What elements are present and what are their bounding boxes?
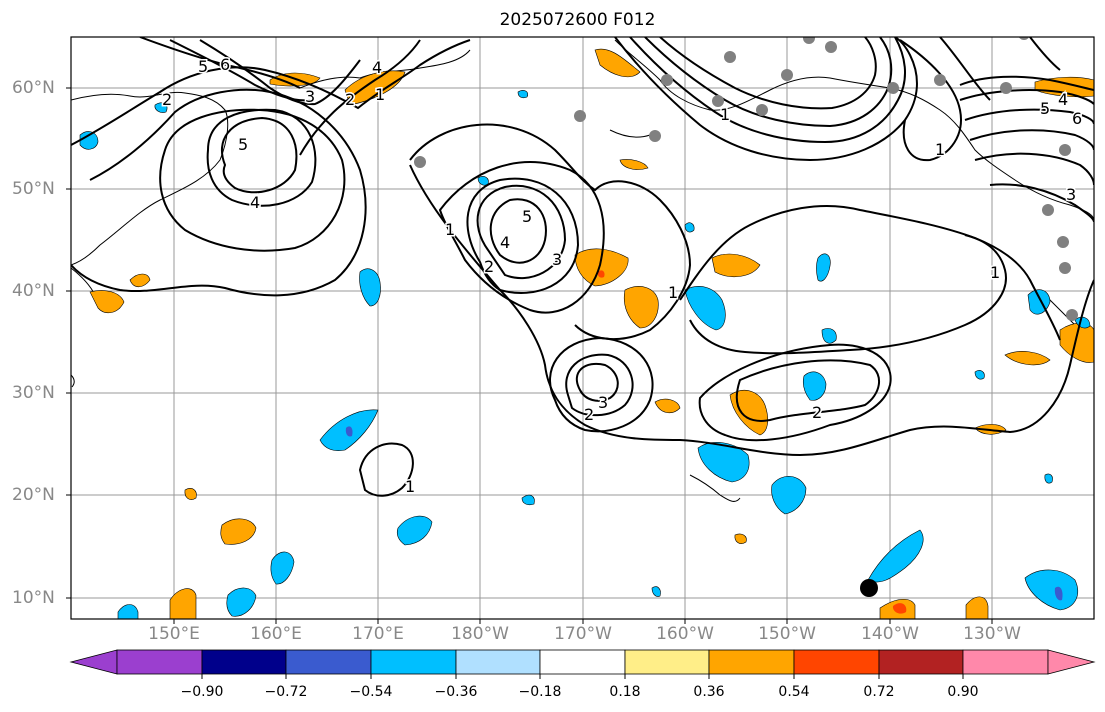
strong-negative-fills — [345, 426, 1063, 601]
lon-label: 130°W — [963, 624, 1021, 644]
lon-label: 180°W — [451, 624, 509, 644]
lat-label: 30°N — [12, 383, 55, 403]
contour-label: 1 — [990, 263, 1000, 282]
contour-label: 1 — [405, 477, 415, 496]
colorbar-label: 0.72 — [863, 684, 895, 700]
contour-label: 3 — [305, 87, 315, 106]
station-dots — [414, 37, 1078, 321]
storm-marker — [860, 579, 878, 597]
lat-label: 10°N — [12, 588, 55, 608]
contour-label: 1 — [445, 220, 455, 239]
lon-label: 150°E — [148, 624, 200, 644]
negative-anomaly-fills — [79, 90, 1091, 619]
colorbar-ticks — [201, 674, 964, 679]
lon-label: 150°W — [758, 624, 816, 644]
contour-label: 5 — [1040, 99, 1050, 118]
colorbar-label: −0.90 — [180, 684, 224, 700]
contour-label: 1 — [668, 283, 678, 302]
contour-label: 6 — [1072, 109, 1082, 128]
lat-label: 40°N — [12, 281, 55, 301]
contour-label: 2 — [584, 405, 594, 424]
lat-label: 60°N — [12, 78, 55, 98]
lon-label: 170°W — [554, 624, 612, 644]
contour-label: 2 — [812, 403, 822, 422]
contour-label: 1 — [720, 105, 730, 124]
contour-label: 4 — [500, 233, 510, 252]
contour-label: 5 — [238, 135, 248, 154]
contour-label: 2 — [484, 257, 494, 276]
map-title: 2025072600 F012 — [499, 10, 656, 30]
colorbar-min-extend — [69, 649, 118, 675]
contour-label: 6 — [220, 55, 230, 74]
contour-label: 2 — [345, 90, 355, 109]
contour-label: 3 — [552, 250, 562, 269]
colorbar-label: −0.18 — [518, 684, 562, 700]
contour-label: 1 — [375, 85, 385, 104]
colorbar-label: 0.90 — [947, 684, 979, 700]
lat-label: 50°N — [12, 179, 55, 199]
colorbar-label: 0.36 — [693, 684, 725, 700]
contour-label: 2 — [162, 90, 172, 109]
colorbar-label: −0.54 — [349, 684, 393, 700]
contour-label: 5 — [198, 57, 208, 76]
contour-label: 1 — [935, 140, 945, 159]
colorbar-label: 0.18 — [609, 684, 641, 700]
lon-label: 160°W — [656, 624, 714, 644]
lon-label: 170°E — [352, 624, 404, 644]
contour-label: 4 — [250, 193, 260, 212]
tick-marks — [66, 87, 993, 624]
contour-label: 3 — [598, 393, 608, 412]
lon-label: 160°E — [250, 624, 302, 644]
strong-positive-fills — [597, 270, 907, 614]
contour-label: 4 — [372, 58, 382, 77]
colorbar-label: 0.54 — [778, 684, 810, 700]
colorbar-max-extend — [1047, 649, 1096, 675]
colorbar — [69, 649, 1096, 675]
contour-label-group: 6 5 4 2 1 3 5 4 2 1 5 4 3 2 1 3 2 1 2 5 … — [161, 54, 1084, 498]
lon-label: 140°W — [861, 624, 919, 644]
colorbar-label: −0.36 — [434, 684, 478, 700]
contour-label: 4 — [1058, 90, 1068, 109]
contour-label: 3 — [1066, 185, 1076, 204]
contour-label: 5 — [522, 207, 532, 226]
lat-label: 20°N — [12, 485, 55, 505]
contour-lines — [71, 37, 1094, 497]
colorbar-label: −0.72 — [264, 684, 308, 700]
